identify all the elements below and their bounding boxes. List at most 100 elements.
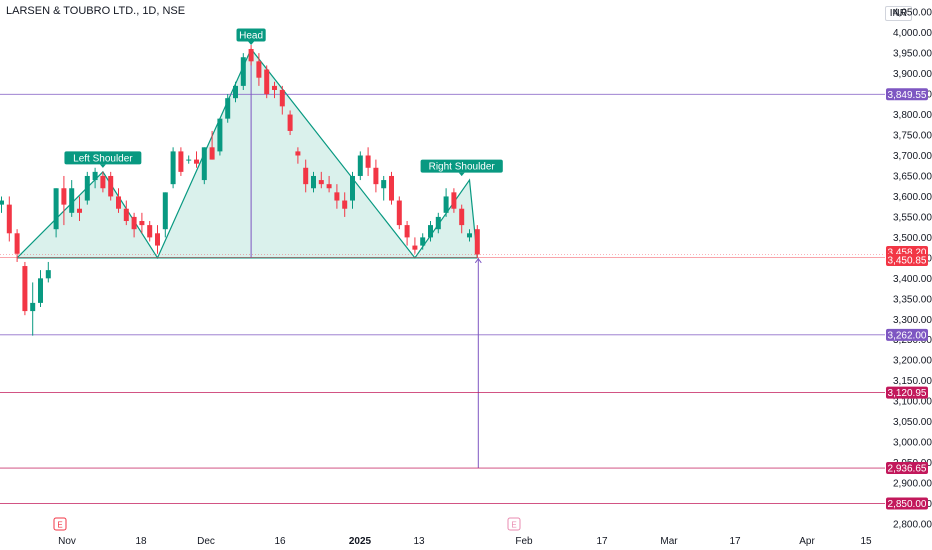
pattern-label-text: Left Shoulder [73,153,133,164]
price-line-badge[interactable] [886,88,928,101]
price-line-badge-label: 3,120.95 [888,388,927,399]
head-and-shoulders-pattern[interactable] [16,47,482,469]
candles [0,44,480,336]
time-tick-label: 13 [413,536,425,547]
time-tick-label: Mar [660,536,678,547]
candle-body [217,118,223,152]
price-tick-label: 3,600.00 [893,192,932,203]
pattern-labels: Left Shoulder Head Right Shoulder [64,28,503,177]
candle-body [170,151,176,185]
candle-body [381,180,387,189]
price-lines[interactable] [0,93,885,504]
price-tick-label: 3,300.00 [893,315,932,326]
earnings-marker-icon[interactable] [53,517,67,531]
candle-body [162,192,168,230]
price-axis[interactable]: 4,050.004,000.003,950.003,900.003,850.00… [886,8,932,531]
time-axis[interactable]: Nov 18 Dec 16 2025 13 Feb 17 Mar 17 Apr 15 E E [53,517,872,547]
candle-body [69,188,75,213]
time-tick-label: 17 [596,536,608,547]
candle-body [295,151,301,156]
candle-body [30,302,36,312]
pattern-label-pointer [99,164,106,168]
candle-body [443,196,449,213]
candle-body [272,85,277,90]
price-line-badge-label: 2,936.65 [888,464,927,475]
time-tick-label: 17 [729,536,741,547]
time-tick-label: 15 [860,536,872,547]
candle-body [186,159,192,161]
candle-body [225,98,231,119]
price-tick-label: 2,800.00 [893,520,932,531]
pattern-label-tag [64,151,142,165]
price-tick-label: 3,350.00 [893,294,932,305]
time-tick-label: 16 [274,536,286,547]
candle-body [248,49,254,62]
price-line-badge[interactable] [886,328,928,341]
price-tick-label: 3,050.00 [893,417,932,428]
time-tick-label: Nov [58,536,76,547]
neckline-price-badge[interactable] [886,253,928,266]
candle-body [264,69,270,95]
price-tick-label: 3,900.00 [893,69,932,80]
price-tick-label: 3,150.00 [893,376,932,387]
price-tick-label: 3,400.00 [893,274,932,285]
candle-body [155,233,160,246]
candle-body [365,155,371,168]
candle-body [428,225,433,238]
currency-label[interactable]: INR [884,6,912,21]
candle-body [108,175,114,197]
candle-body [116,196,121,209]
current-price-badge-label: 3,458.20 [888,248,927,259]
candle-body [435,216,441,230]
candle-body [240,57,246,86]
pattern-label-text: Right Shoulder [429,162,496,173]
price-line-badge[interactable] [886,497,928,510]
candle-body [194,159,199,164]
candle-body [38,278,43,303]
price-tick-label: 3,800.00 [893,110,932,121]
candle-body [474,229,480,255]
price-tick-label: 4,000.00 [893,28,932,39]
candle-body [147,225,153,238]
candle-body [451,192,457,209]
price-tick-label: 3,200.00 [893,356,932,367]
price-tick-label: 3,000.00 [893,438,932,449]
candle-body [459,208,465,226]
price-line-badge[interactable] [886,386,928,399]
pattern-label-pointer [248,41,255,46]
candle-body [53,188,59,230]
price-tick-label: 2,900.00 [893,479,932,490]
candle-body [131,216,137,230]
price-line-badge-label: 3,262.00 [888,330,927,341]
candle-body [350,175,355,201]
candle-body [404,225,410,238]
price-tick-label: 3,500.00 [893,233,932,244]
candle-body [357,155,363,176]
candle-body [14,233,20,254]
time-tick-label: 2025 [349,536,372,547]
price-tick-label: 3,550.00 [893,212,932,223]
candle-body [420,237,426,246]
price-tick-label: 4,050.00 [893,8,932,19]
candle-body [209,147,215,160]
price-line-badge[interactable] [886,462,928,475]
candle-body [84,175,90,201]
candle-body [77,208,82,213]
candle-body [233,85,238,99]
earnings-marker-label: E [57,521,62,530]
candle-body [0,200,4,205]
pattern-label-text: Head [239,31,263,42]
candle-body [287,114,293,131]
price-tick-label: 3,700.00 [893,151,932,162]
pattern-label-tag [236,28,266,42]
candle-body [373,167,379,185]
price-tick-label: 3,950.00 [893,49,932,60]
price-tick-label: 3,650.00 [893,171,932,182]
candle-body [45,270,51,279]
candle-body [311,175,316,189]
candle-body [389,175,394,201]
candle-body [61,188,67,205]
earnings-marker-icon[interactable] [507,517,521,531]
candle-body [303,167,309,185]
